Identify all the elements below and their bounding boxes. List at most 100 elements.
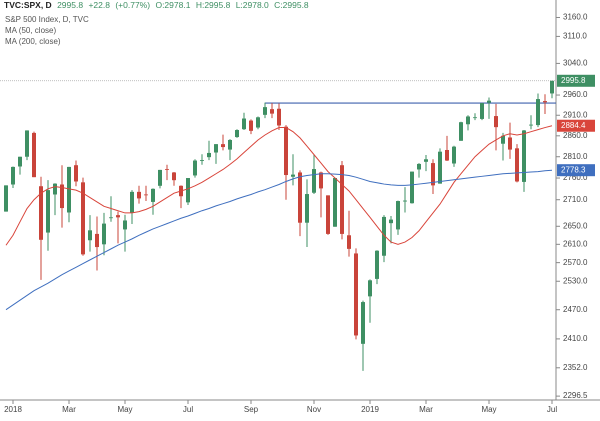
- candle-body: [305, 194, 309, 223]
- y-tick-label: 2810.0: [563, 152, 588, 161]
- close-label: C:2995.8: [274, 0, 309, 10]
- candle-body: [375, 250, 379, 279]
- candle-body: [256, 117, 260, 128]
- x-tick-label: May: [117, 405, 132, 414]
- candle-body: [249, 120, 253, 131]
- candle-body: [228, 139, 232, 150]
- x-tick-label: Mar: [419, 405, 433, 414]
- candle-body: [368, 280, 372, 297]
- candle-body: [200, 160, 204, 161]
- candle-body: [242, 118, 246, 130]
- y-tick-label: 2410.0: [563, 334, 588, 343]
- candle-body: [25, 130, 29, 157]
- y-tick-label: 2610.0: [563, 239, 588, 248]
- candle-body: [116, 215, 120, 218]
- candle-body: [361, 302, 365, 344]
- candle-body: [410, 171, 414, 204]
- ma-price-box: [557, 119, 595, 132]
- legend-entry: S&P 500 Index, D, TVC: [5, 15, 89, 24]
- candle-body: [53, 183, 57, 195]
- candle-body: [130, 191, 134, 213]
- candle-body: [102, 223, 106, 245]
- candle-body: [32, 132, 36, 178]
- y-tick-label: 2352.0: [563, 363, 588, 372]
- ma-price-label: 2778.3: [561, 165, 586, 174]
- moving-average-line: [5, 169, 553, 311]
- last-price-box: [557, 74, 595, 87]
- candle-body: [354, 253, 358, 336]
- candle-body: [270, 109, 274, 114]
- moving-average-line: [5, 125, 553, 246]
- candle-body: [60, 184, 64, 209]
- y-tick-label: 2296.5: [563, 391, 588, 400]
- candle-body: [431, 163, 435, 186]
- open-label: O:2978.1: [155, 0, 190, 10]
- candle-body: [473, 117, 477, 119]
- candle-body: [172, 172, 176, 181]
- candle-body: [74, 165, 78, 182]
- candle-body: [445, 150, 449, 161]
- candle-body: [438, 151, 442, 184]
- candle-body: [235, 130, 239, 138]
- candle-body: [291, 174, 295, 177]
- x-tick-label: Sep: [244, 405, 259, 414]
- candle-body: [417, 163, 421, 170]
- candle-body: [333, 178, 337, 227]
- candle-body: [165, 169, 169, 170]
- candle-body: [214, 144, 218, 153]
- x-tick-label: May: [481, 405, 496, 414]
- x-tick-label: Jul: [183, 405, 193, 414]
- candle-body: [46, 190, 50, 233]
- x-tick-label: Nov: [307, 405, 321, 414]
- candle-body: [529, 124, 533, 126]
- candle-body: [389, 219, 393, 224]
- ma-price-box: [557, 164, 595, 177]
- legend-entry: MA (50, close): [5, 26, 56, 35]
- y-tick-label: 2710.0: [563, 195, 588, 204]
- candle-body: [543, 101, 547, 103]
- candle-body: [144, 194, 148, 196]
- candle-body: [186, 178, 190, 203]
- candle-body: [4, 185, 8, 212]
- ma-price-label: 2884.4: [561, 121, 586, 130]
- candle-body: [522, 130, 526, 182]
- candle-body: [452, 146, 456, 164]
- candle-body: [207, 152, 211, 158]
- candle-body: [396, 201, 400, 230]
- candle-body: [151, 188, 155, 202]
- candle-body: [480, 103, 484, 119]
- candle-body: [459, 122, 463, 141]
- candle-body: [193, 160, 197, 176]
- candle-body: [326, 195, 330, 234]
- x-tick-label: Jul: [547, 405, 557, 414]
- candle-body: [312, 169, 316, 193]
- candle-body: [536, 99, 540, 126]
- y-tick-label: 3040.0: [563, 59, 588, 68]
- y-tick-label: 3110.0: [563, 32, 587, 41]
- candle-body: [18, 156, 22, 167]
- low-label: L:2978.0: [236, 0, 269, 10]
- candle-body: [158, 169, 162, 186]
- symbol: TVC:SPX, D: [4, 0, 52, 10]
- candle-body: [95, 233, 99, 248]
- candle-body: [340, 165, 344, 234]
- candle-body: [403, 200, 407, 202]
- candle-body: [123, 220, 127, 230]
- x-tick-label: 2019: [361, 405, 379, 414]
- candle-body: [11, 166, 15, 185]
- candle-body: [81, 182, 85, 255]
- candle-body: [319, 172, 323, 189]
- x-tick-label: Mar: [62, 405, 76, 414]
- candle-body: [382, 216, 386, 256]
- x-tick-label: 2018: [4, 405, 22, 414]
- change: +22.8: [88, 0, 110, 10]
- legend-entry: MA (200, close): [5, 37, 61, 46]
- candle-body: [221, 144, 225, 148]
- candle-body: [508, 137, 512, 150]
- change-pct: (+0.77%): [115, 0, 150, 10]
- high-label: H:2995.8: [196, 0, 231, 10]
- candle-body: [109, 217, 113, 219]
- y-tick-label: 2470.0: [563, 305, 588, 314]
